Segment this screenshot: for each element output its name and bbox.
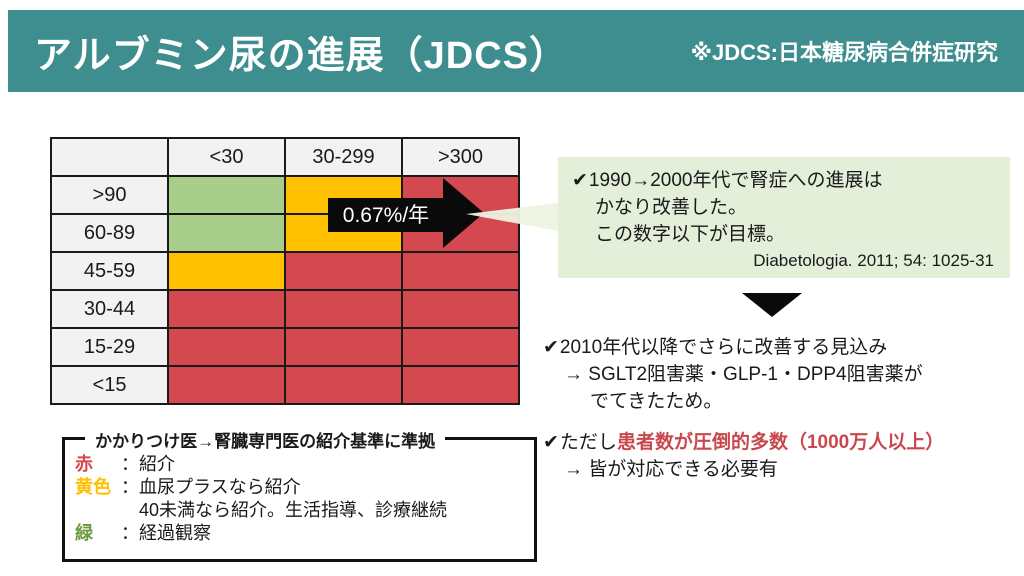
legend-item: 黄色 ：血尿プラスなら紹介 (75, 476, 528, 499)
matrix-cell-red (167, 289, 286, 329)
matrix-row: >90 (50, 175, 520, 215)
legend-item-color-label: 緑 (75, 523, 93, 543)
matrix-cell-red (401, 251, 520, 291)
legend-title: かかりつけ医→腎臓専門医の紹介基準に準拠 (85, 427, 446, 452)
matrix-cell-yellow (167, 251, 286, 291)
progression-rate-label: 0.67%/年 (342, 204, 430, 227)
legend-item: 赤 ：紹介 (75, 453, 528, 476)
matrix-col-header: 30-299 (284, 137, 403, 177)
legend-item-text: ：血尿プラスなら紹介 (121, 477, 301, 497)
legend-item-text: ：紹介 (121, 454, 175, 474)
matrix-cell-green (167, 175, 286, 215)
matrix-cell-red (284, 327, 403, 367)
matrix-row-header: 45-59 (50, 251, 169, 291)
bullet-1-line-1: ✔2010年代以降でさらに改善する見込み (543, 337, 888, 358)
bullet-block-outlook: ✔2010年代以降でさらに改善する見込み → SGLT2阻害薬・GLP-1・DP… (543, 334, 923, 415)
bullet-1-line-3: でてきたため。 (590, 391, 723, 412)
bullet-2-line-2: → 皆が対応できる必要有 (564, 459, 778, 480)
legend-item: 緑 ：経過観察 (75, 522, 528, 545)
matrix-cell-red (167, 327, 286, 367)
callout-line-2: かなり改善した。 (595, 197, 748, 218)
matrix-row: <15 (50, 365, 520, 405)
matrix-row-header: 15-29 (50, 327, 169, 367)
callout-line-1: ✔1990→2000年代で腎症への進展は (572, 170, 883, 191)
page-title: アルブミン尿の進展（JDCS） (34, 34, 568, 77)
bullet-block-patients: ✔ただし患者数が圧倒的多数（1000万人以上） → 皆が対応できる必要有 (543, 429, 944, 483)
matrix-corner-cell (50, 137, 169, 177)
matrix-cell-red (401, 327, 520, 367)
matrix-cell-red (284, 289, 403, 329)
subtitle-note: ※JDCS:日本糖尿病合併症研究 (690, 40, 998, 65)
referral-legend-box: かかりつけ医→腎臓専門医の紹介基準に準拠 赤 ：紹介 黄色 ：血尿プラスなら紹介 40… (62, 427, 537, 562)
matrix-row-header: 60-89 (50, 213, 169, 253)
check-icon: ✔ (572, 170, 588, 191)
matrix-row-header: >90 (50, 175, 169, 215)
title-bar: アルブミン尿の進展（JDCS） ※JDCS:日本糖尿病合併症研究 (8, 10, 1024, 92)
highlight-text: 患者数が圧倒的多数（1000万人以上） (616, 432, 945, 453)
matrix-row: 60-89 (50, 213, 520, 253)
legend-item-text: 40未満なら紹介。生活指導、診療継続 (121, 500, 448, 520)
matrix-row: 15-29 (50, 327, 520, 367)
matrix-row-header: 30-44 (50, 289, 169, 329)
bullet-1-line-2: → SGLT2阻害薬・GLP-1・DPP4阻害薬が (564, 364, 923, 385)
matrix-cell-red (401, 289, 520, 329)
legend-item-color-label: 黄色 (75, 477, 111, 497)
matrix-row: 45-59 (50, 251, 520, 291)
legend-item: 40未満なら紹介。生活指導、診療継続 (75, 499, 528, 522)
callout-line-3: この数字以下が目標。 (595, 224, 786, 245)
matrix-cell-red (167, 365, 286, 405)
legend-item-color-label (75, 499, 121, 522)
matrix-col-header: <30 (167, 137, 286, 177)
matrix-cell-red (401, 365, 520, 405)
check-icon: ✔ (543, 337, 559, 358)
legend-item-color-label: 赤 (75, 454, 93, 474)
citation-text: Diabetologia. 2011; 54: 1025-31 (753, 251, 994, 270)
matrix-row-header: <15 (50, 365, 169, 405)
albuminuria-risk-matrix: <30 30-299 >300 >90 60-89 45-59 30-44 15-29 <15 (50, 137, 520, 405)
matrix-row: 30-44 (50, 289, 520, 329)
matrix-cell-red (284, 251, 403, 291)
improvement-callout: ✔1990→2000年代で腎症への進展は かなり改善した。 この数字以下が目標。… (558, 157, 1010, 278)
bullet-2-line-1: ✔ただし患者数が圧倒的多数（1000万人以上） (543, 432, 945, 453)
down-arrow-icon (742, 293, 802, 317)
legend-items: 赤 ：紹介 黄色 ：血尿プラスなら紹介 40未満なら紹介。生活指導、診療継続緑 ：経過観… (65, 440, 534, 545)
matrix-cell-red (284, 365, 403, 405)
check-icon: ✔ (543, 432, 559, 453)
matrix-cell-green (167, 213, 286, 253)
matrix-col-header: >300 (401, 137, 520, 177)
legend-item-text: ：経過観察 (121, 523, 211, 543)
